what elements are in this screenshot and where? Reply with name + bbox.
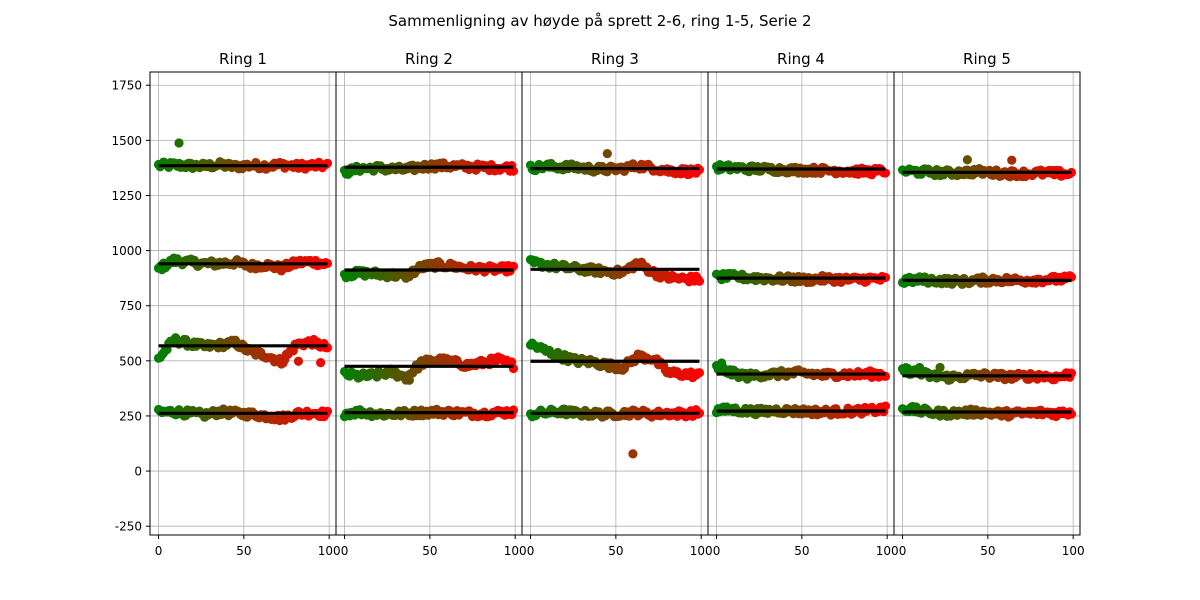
x-tick-label: 0: [341, 544, 349, 558]
panel-title: Ring 1: [219, 50, 267, 68]
outlier-point: [293, 356, 304, 366]
panel-frame: [893, 71, 1081, 536]
x-tick-label: 50: [422, 544, 437, 558]
outlier-point: [628, 449, 638, 459]
x-tick-label: 50: [236, 544, 251, 558]
y-tick-label: 1500: [111, 134, 142, 148]
y-tick-label: 0: [134, 465, 142, 479]
panel-title: Ring 3: [591, 50, 639, 68]
outlier-point: [602, 148, 612, 159]
x-tick-label: 0: [713, 544, 721, 558]
panel-ring-4: 0 50 100 Ring 4: [707, 50, 899, 558]
panel-ring-1: 0 50 100 Ring 1: [149, 50, 341, 558]
x-tick-label: 100: [1062, 544, 1085, 558]
data-point: [880, 168, 891, 178]
panel-title: Ring 4: [777, 50, 825, 68]
x-tick-label: 50: [980, 544, 995, 558]
y-tick-label: -250: [115, 520, 142, 534]
data-point: [880, 401, 891, 411]
x-tick-label: 100: [876, 544, 899, 558]
y-tick-label: 500: [119, 354, 142, 368]
panel-ring-5: 0 50 100 Ring 5: [893, 50, 1085, 558]
y-tick-label: 1250: [111, 189, 142, 203]
x-tick-label: 50: [794, 544, 809, 558]
figure-title: Sammenligning av høyde på sprett 2-6, ri…: [388, 12, 811, 30]
y-tick-label: 1000: [111, 244, 142, 258]
y-tick-label: 750: [119, 299, 142, 313]
panel-title: Ring 5: [963, 50, 1011, 68]
outlier-point: [1007, 155, 1017, 165]
x-tick-label: 100: [318, 544, 341, 558]
x-tick-label: 0: [899, 544, 907, 558]
y-tick-label: 1750: [111, 79, 142, 93]
outlier-point: [717, 358, 727, 368]
x-tick-label: 100: [690, 544, 713, 558]
outlier-point: [316, 357, 326, 368]
data-point: [694, 368, 705, 378]
x-tick-label: 50: [608, 544, 623, 558]
panel-title: Ring 2: [405, 50, 453, 68]
panel-ring-2: 0 50 100 Ring 2: [335, 50, 527, 558]
outlier-point: [962, 155, 972, 165]
outlier-point: [935, 362, 945, 373]
outlier-point: [174, 138, 184, 148]
data-point: [694, 276, 705, 286]
x-tick-label: 0: [527, 544, 535, 558]
x-tick-label: 100: [504, 544, 527, 558]
outlier-point: [914, 362, 925, 373]
outlier-point: [404, 375, 414, 385]
x-tick-label: 0: [155, 544, 163, 558]
y-tick-label: 250: [119, 409, 142, 423]
